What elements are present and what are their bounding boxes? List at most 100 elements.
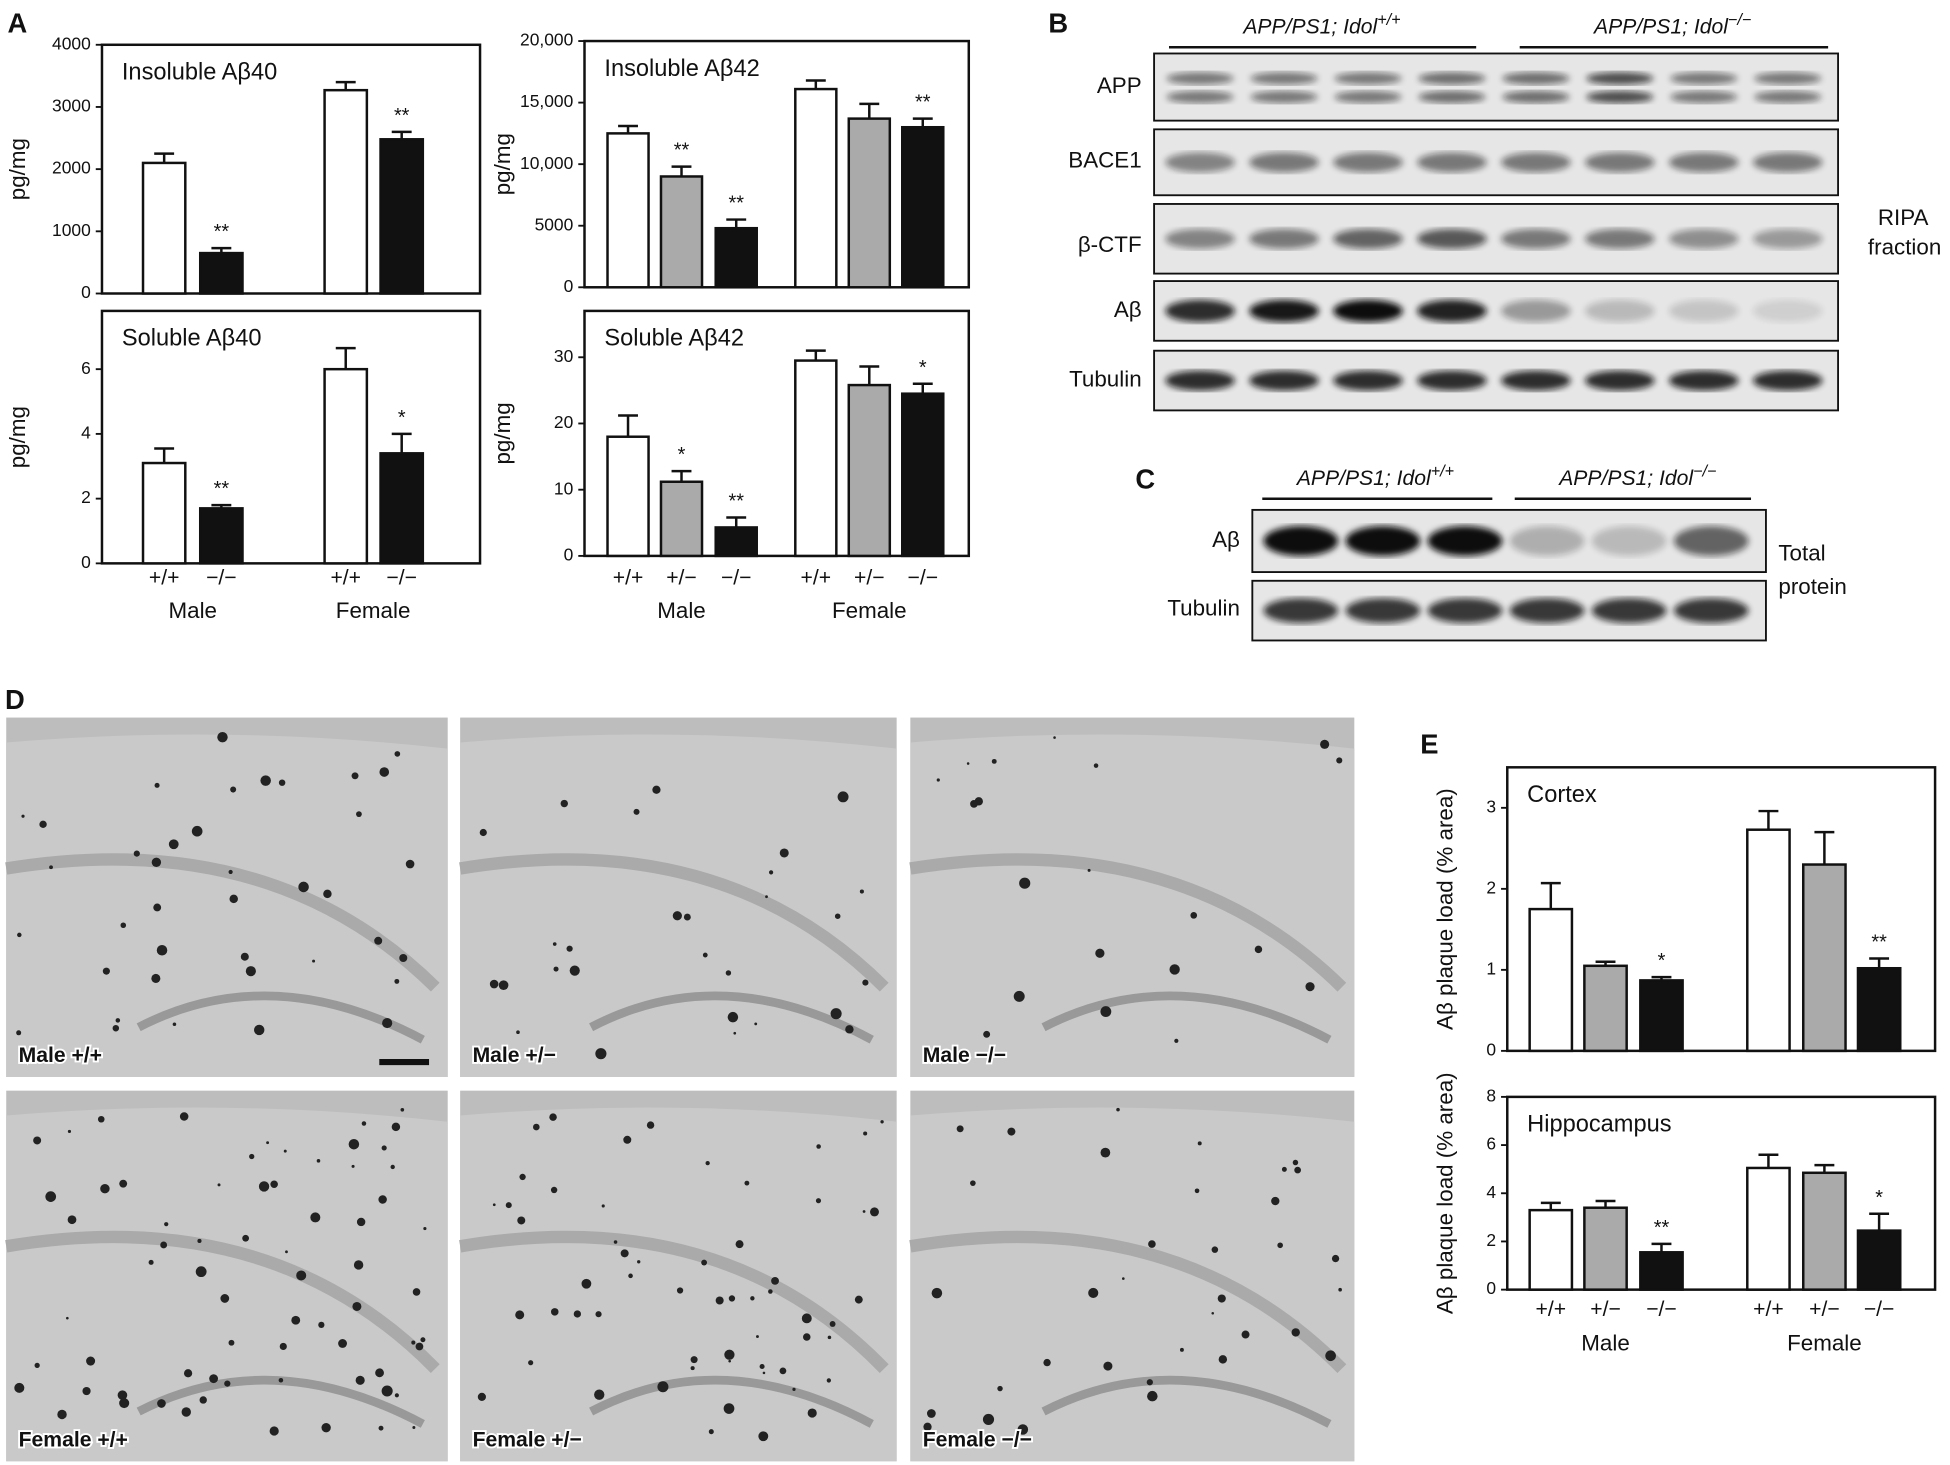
plaque <box>1336 757 1343 764</box>
tissue-layer <box>5 853 440 992</box>
bar <box>847 383 892 558</box>
band <box>1509 598 1585 624</box>
group-label: Female <box>832 598 907 623</box>
tissue-layer <box>909 853 1347 992</box>
plot-frame <box>583 309 971 558</box>
plaque <box>492 1203 496 1207</box>
blot-note: Total <box>1778 541 1825 566</box>
tissue <box>460 1107 897 1462</box>
band <box>1250 72 1318 85</box>
plaque <box>862 1210 866 1213</box>
plaque <box>1281 1166 1287 1172</box>
band <box>1263 526 1339 556</box>
plaque <box>260 775 271 786</box>
plaque <box>727 1011 739 1023</box>
band <box>1417 370 1487 391</box>
plaque <box>1338 1287 1342 1292</box>
plaque <box>802 1333 811 1341</box>
plaque <box>351 1164 355 1168</box>
y-tick-label: 1000 <box>52 220 91 240</box>
plaque <box>519 1173 526 1181</box>
plaque <box>768 870 774 875</box>
plaque <box>830 1008 842 1020</box>
blot-header: APP/PS1; Idol−/− <box>1557 462 1716 490</box>
x-tick-label: −/− <box>1646 1298 1677 1321</box>
bar <box>847 117 892 289</box>
plaque <box>744 1180 750 1186</box>
significance: ** <box>1871 932 1887 954</box>
bar <box>379 452 425 565</box>
plaque <box>296 1270 307 1281</box>
band <box>1165 152 1235 173</box>
plaque <box>298 881 309 893</box>
x-tick-label: +/− <box>1809 1298 1840 1321</box>
plaque <box>859 889 864 894</box>
y-tick-label: 2 <box>81 487 91 507</box>
significance: * <box>1658 950 1666 972</box>
y-tick-label: 2 <box>1486 877 1496 897</box>
bar <box>198 251 244 295</box>
plaque <box>815 1198 822 1204</box>
band <box>1509 526 1585 556</box>
plaque <box>153 903 162 912</box>
plaque <box>48 1054 54 1060</box>
plaque <box>505 1202 512 1209</box>
blot-header: APP/PS1; Idol+/+ <box>1295 462 1454 490</box>
band <box>1418 90 1486 104</box>
plaque <box>532 1123 540 1131</box>
plaque <box>183 1369 193 1378</box>
plaque <box>283 1149 287 1153</box>
band <box>1591 598 1667 624</box>
plaque <box>348 1138 360 1150</box>
blot <box>1153 52 1840 122</box>
y-axis-label: pg/mg <box>490 402 515 464</box>
plaque <box>601 1204 605 1208</box>
band <box>1673 526 1749 556</box>
plaque <box>220 1294 230 1303</box>
y-tick-label: 0 <box>1486 1278 1496 1298</box>
y-tick-label: 3 <box>1486 796 1496 816</box>
plaque <box>356 1217 366 1227</box>
plaque <box>672 911 682 921</box>
y-axis-label: Aβ plaque load (% area) <box>1433 788 1458 1030</box>
header-sup: −/− <box>1693 462 1716 480</box>
bar <box>659 480 704 558</box>
bar <box>714 226 758 289</box>
plaque <box>566 945 573 952</box>
plaque <box>285 1250 288 1254</box>
bar <box>901 125 945 289</box>
band <box>1334 90 1402 104</box>
bar <box>794 87 838 289</box>
band <box>1166 72 1234 85</box>
plaque <box>45 1191 57 1202</box>
band <box>1754 90 1822 104</box>
significance: ** <box>394 105 410 127</box>
plaque <box>676 1287 684 1294</box>
plaque <box>701 1259 708 1266</box>
bar <box>323 88 369 295</box>
plaque <box>983 1030 991 1038</box>
band <box>1333 370 1403 391</box>
plaque <box>926 1409 936 1418</box>
bar <box>714 526 758 558</box>
plaque <box>191 825 203 837</box>
plaque <box>245 966 256 977</box>
band <box>1752 370 1823 391</box>
plaque <box>420 1337 426 1343</box>
plaque <box>394 978 400 984</box>
dentate <box>1041 1375 1332 1428</box>
plot-frame <box>1506 766 1937 1053</box>
significance: ** <box>214 478 230 500</box>
band <box>1502 90 1570 104</box>
tissue <box>910 734 1355 1077</box>
plaque <box>807 1408 817 1418</box>
significance: ** <box>214 221 230 243</box>
plaque <box>553 966 559 972</box>
plaque <box>1271 1196 1280 1206</box>
band <box>1334 72 1402 85</box>
plaque <box>997 1385 1003 1392</box>
plaque <box>199 1396 207 1404</box>
dentate <box>1041 991 1332 1044</box>
x-tick-label: +/− <box>1590 1298 1621 1321</box>
band <box>1249 228 1319 249</box>
